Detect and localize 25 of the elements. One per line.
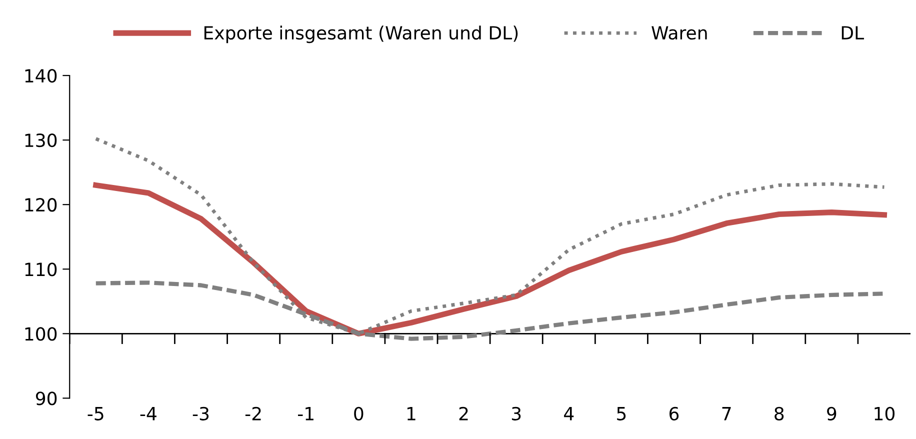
x-tick-label: -2 — [245, 406, 261, 420]
x-tick-label: -4 — [140, 407, 156, 420]
y-tick-label: 120 — [25, 198, 57, 212]
x-tick-label: 0 — [354, 406, 364, 420]
x-tick-label: -3 — [192, 406, 209, 420]
x-tick-label: 5 — [617, 407, 626, 420]
legend-label: Waren — [652, 26, 707, 40]
x-tick-label: -5 — [88, 407, 104, 420]
x-tick-label: 7 — [722, 407, 731, 420]
x-tick-label: 8 — [774, 406, 784, 420]
y-tick-label: 130 — [25, 134, 57, 148]
x-tick-label: 1 — [407, 407, 416, 420]
y-tick-label: 110 — [25, 262, 57, 276]
x-tick-label: 3 — [512, 406, 521, 420]
x-tick-label: 9 — [827, 406, 836, 420]
y-tick-label: 100 — [25, 327, 57, 341]
legend-label: Exporte insgesamt (Waren und DL) — [204, 26, 518, 44]
x-tick-label: -1 — [298, 407, 314, 420]
y-tick-label: 140 — [25, 68, 57, 83]
x-tick-label: 10 — [874, 406, 895, 420]
y-tick-label: 90 — [36, 392, 57, 406]
x-tick-label: 4 — [564, 407, 574, 420]
legend-label: DL — [842, 26, 864, 40]
x-tick-label: 2 — [459, 406, 468, 420]
x-tick-label: 6 — [670, 406, 679, 420]
